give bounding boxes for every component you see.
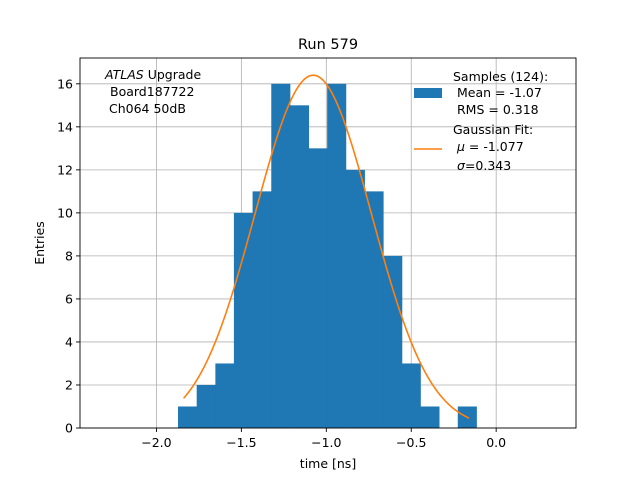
x-tick-label: −0.5 (396, 435, 426, 450)
y-tick-label: 0 (65, 421, 73, 436)
histogram-bar (364, 191, 384, 428)
x-tick-label: −2.0 (141, 435, 171, 450)
legend-sigma-symbol: σ (457, 158, 466, 173)
annotation-channel: Ch064 50dB (109, 101, 186, 116)
y-tick-label: 12 (57, 162, 73, 177)
legend-fit-title: Gaussian Fit: (453, 122, 533, 137)
histogram-bar (196, 384, 216, 428)
x-tick-label: −1.5 (226, 435, 256, 450)
histogram-bar (420, 406, 440, 428)
chart-title: Run 579 (298, 37, 358, 53)
x-tick-label: 0.0 (486, 435, 506, 450)
histogram-bar (383, 255, 403, 428)
histogram-bar (289, 105, 310, 428)
x-axis-label: time [ns] (300, 456, 356, 471)
annotation-atlas: ATLAS (104, 67, 144, 82)
atlas-annotation: ATLAS Upgrade Board187722 Ch064 50dB (104, 67, 201, 116)
legend-fit-sigma: σ=0.343 (457, 158, 511, 173)
legend-samples-patch (414, 88, 442, 98)
y-tick-label: 4 (65, 334, 73, 349)
annotation-board: Board187722 (110, 84, 194, 99)
y-axis-ticks: 0 2 4 6 8 10 12 14 16 (57, 76, 80, 436)
x-tick-label: −1.0 (311, 435, 341, 450)
x-axis-ticks: −2.0 −1.5 −1.0 −0.5 0.0 (141, 428, 506, 450)
legend-mu-value: = -1.077 (465, 139, 524, 154)
legend-sigma-value: =0.343 (465, 158, 511, 173)
legend: Samples (124): Mean = -1.07 RMS = 0.318 … (414, 69, 548, 173)
histogram-bar (401, 363, 421, 428)
histogram-bar (233, 212, 253, 428)
legend-samples-title: Samples (124): (453, 69, 548, 84)
annotation-line-1: ATLAS Upgrade (104, 67, 201, 82)
histogram-bar (215, 363, 235, 428)
y-axis-label: Entries (32, 221, 47, 265)
y-tick-label: 10 (57, 205, 73, 220)
histogram-bar (308, 148, 328, 429)
legend-samples-mean: Mean = -1.07 (457, 85, 542, 100)
y-tick-label: 6 (65, 291, 73, 306)
gaussian-fit-curve (183, 74, 470, 419)
plot-frame (79, 57, 577, 429)
legend-fit-mu: μ = -1.077 (456, 139, 524, 154)
histogram-bars (178, 83, 477, 429)
y-tick-label: 2 (65, 377, 73, 392)
histogram-bar (178, 406, 198, 428)
y-tick-label: 14 (57, 119, 73, 134)
annotation-upgrade: Upgrade (144, 67, 202, 82)
y-tick-label: 8 (65, 248, 73, 263)
histogram-bar (252, 191, 272, 428)
legend-mu-symbol: μ (456, 139, 465, 154)
histogram-bar (271, 83, 291, 428)
histogram-bar (345, 169, 365, 428)
histogram-bar (327, 83, 347, 428)
y-tick-label: 16 (57, 76, 73, 91)
legend-samples-rms: RMS = 0.318 (457, 102, 539, 117)
